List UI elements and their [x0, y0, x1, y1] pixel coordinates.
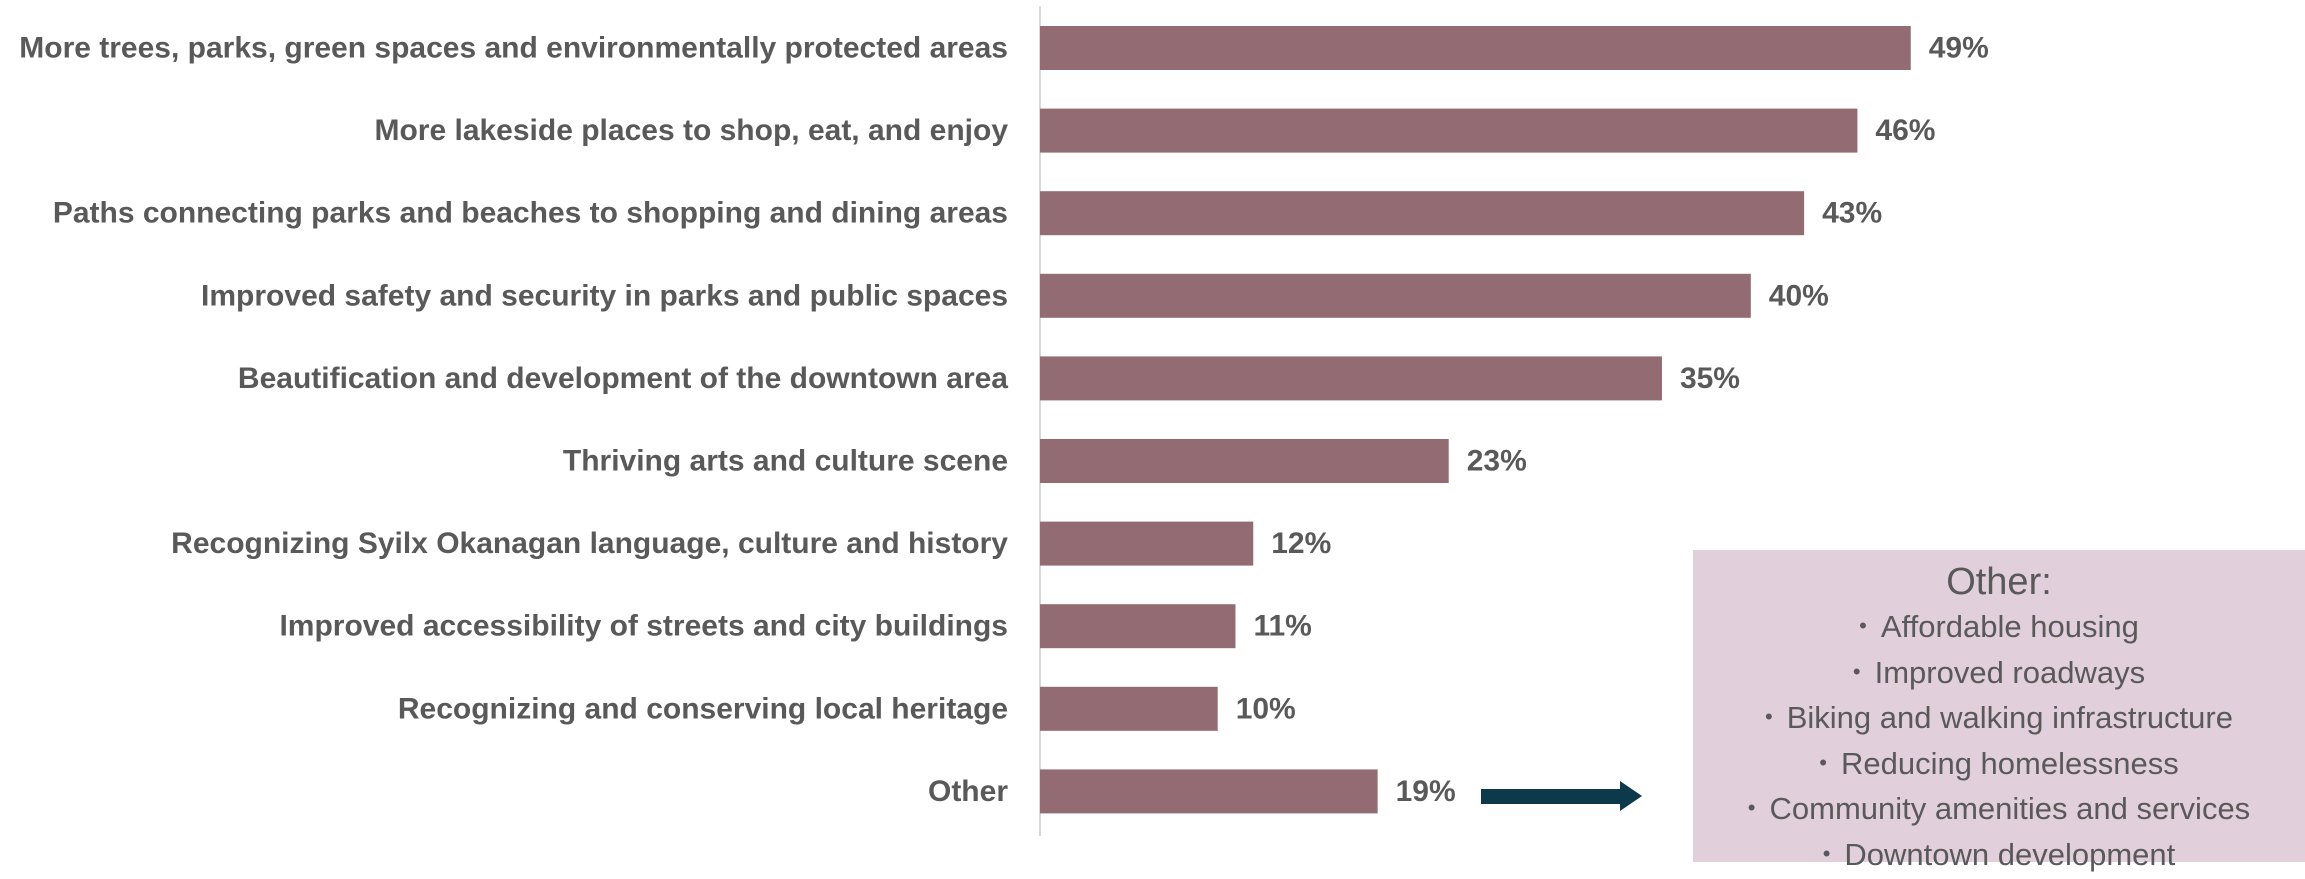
data-label: 10% — [1236, 692, 1296, 725]
data-label: 11% — [1253, 610, 1311, 643]
data-label: 49% — [1929, 32, 1989, 65]
arrow-right-icon — [1481, 781, 1642, 811]
bar — [1040, 274, 1751, 318]
data-label: 43% — [1822, 197, 1882, 230]
bar — [1040, 604, 1235, 648]
bullet-icon: • — [1819, 750, 1827, 775]
other-list-item: • Community amenities and services — [1693, 788, 2305, 834]
other-list-item: • Affordable housing — [1693, 606, 2305, 652]
bar — [1040, 109, 1857, 153]
bar — [1040, 439, 1449, 483]
other-list-item: • Biking and walking infrastructure — [1693, 697, 2305, 743]
category-label: More lakeside places to shop, eat, and e… — [374, 114, 1008, 147]
other-list-item: •Downtown development — [1693, 834, 2305, 879]
data-label: 35% — [1680, 362, 1740, 395]
other-list-item: • Improved roadways — [1693, 652, 2305, 698]
category-label: Paths connecting parks and beaches to sh… — [53, 197, 1008, 230]
bullet-icon: • — [1859, 613, 1867, 638]
other-panel-title: Other: — [1693, 558, 2305, 606]
other-list-item-text: Reducing homelessness — [1841, 746, 2179, 781]
bullet-icon: • — [1748, 795, 1756, 820]
other-list-item-text: Downtown development — [1844, 837, 2175, 872]
bullet-icon: • — [1765, 704, 1773, 729]
category-label: Thriving arts and culture scene — [563, 445, 1008, 478]
other-list-item: • Reducing homelessness — [1693, 743, 2305, 789]
bar — [1040, 522, 1253, 566]
category-label: More trees, parks, green spaces and envi… — [19, 32, 1008, 65]
bar — [1040, 769, 1378, 813]
data-label: 19% — [1396, 775, 1456, 808]
data-label: 12% — [1271, 527, 1331, 560]
data-label: 46% — [1875, 114, 1935, 147]
other-responses-panel: Other: • Affordable housing • Improved road… — [1693, 550, 2305, 862]
category-label: Improved accessibility of streets and ci… — [279, 610, 1008, 643]
bar — [1040, 356, 1662, 400]
data-label: 23% — [1467, 445, 1527, 478]
other-list-item-text: Biking and walking infrastructure — [1787, 700, 2233, 735]
category-label: Other — [928, 775, 1008, 808]
bar — [1040, 191, 1804, 235]
other-responses-list: • Affordable housing • Improved roadways • Bi… — [1693, 606, 2305, 879]
category-label: Improved safety and security in parks an… — [201, 279, 1008, 312]
other-list-item-text: Affordable housing — [1881, 609, 2139, 644]
bar — [1040, 26, 1911, 70]
other-list-item-text: Improved roadways — [1875, 655, 2146, 690]
bullet-icon: • — [1853, 659, 1861, 684]
category-label: Beautification and development of the do… — [238, 362, 1008, 395]
data-label: 40% — [1769, 279, 1829, 312]
other-list-item-text: Community amenities and services — [1770, 791, 2251, 826]
bar — [1040, 687, 1218, 731]
category-label: Recognizing Syilx Okanagan language, cul… — [171, 527, 1008, 560]
category-label: Recognizing and conserving local heritag… — [398, 692, 1008, 725]
